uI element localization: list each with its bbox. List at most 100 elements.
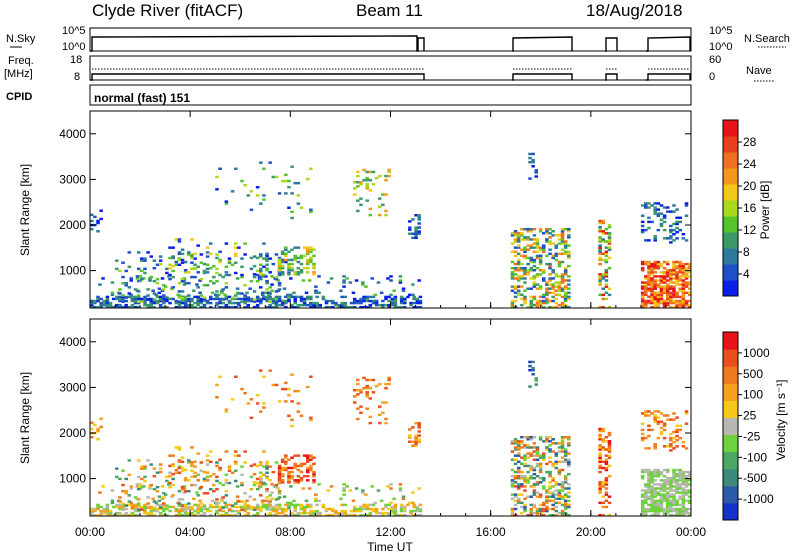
velocity-cell	[687, 483, 691, 486]
power-cell	[177, 300, 182, 303]
power-cell	[516, 244, 521, 247]
power-cell	[329, 277, 334, 280]
power-cell	[331, 299, 335, 303]
power-cell	[650, 281, 654, 284]
velocity-cell	[545, 507, 549, 511]
velocity-cell	[202, 504, 207, 507]
velocity-cell	[149, 483, 154, 487]
power-cell	[290, 295, 294, 299]
velocity-cell	[516, 466, 521, 470]
velocity-cell	[240, 473, 244, 477]
power-cell	[290, 269, 294, 272]
power-cell	[199, 297, 204, 301]
power-cell	[516, 291, 521, 295]
colorbar-swatch	[723, 349, 738, 367]
power-cell	[154, 293, 159, 297]
velocity-cell	[243, 492, 247, 495]
velocity-cell	[567, 462, 571, 466]
power-cell	[598, 275, 602, 278]
velocity-cell	[243, 509, 247, 513]
velocity-cell	[393, 509, 398, 513]
velocity-cell	[365, 503, 369, 507]
power-cell	[99, 217, 103, 221]
velocity-cell	[384, 503, 388, 507]
velocity-cell	[177, 465, 182, 468]
power-cell	[662, 291, 667, 295]
power-cell	[604, 297, 609, 301]
velocity-cell	[542, 454, 546, 457]
velocity-cell	[138, 483, 143, 486]
velocity-cell	[174, 513, 179, 516]
velocity-cell	[669, 505, 673, 509]
velocity-cell	[681, 477, 686, 480]
velocity-cell	[659, 499, 664, 503]
velocity-cell	[523, 497, 527, 500]
power-cell	[598, 219, 602, 223]
power-cell	[321, 297, 326, 301]
power-cell	[687, 299, 691, 303]
power-cell	[532, 275, 537, 278]
power-cell	[108, 301, 113, 305]
velocity-cell	[115, 503, 119, 507]
power-cell	[324, 301, 329, 305]
velocity-cell	[205, 471, 210, 474]
power-cell	[171, 275, 175, 279]
velocity-cell	[551, 507, 555, 511]
velocity-cell	[287, 479, 291, 483]
velocity-cell	[567, 464, 571, 468]
velocity-cell	[177, 498, 182, 501]
power-cell	[523, 227, 527, 231]
velocity-cell	[513, 446, 518, 449]
velocity-cell	[513, 495, 518, 498]
power-cell	[516, 277, 521, 280]
velocity-cell	[136, 487, 141, 491]
velocity-cell	[331, 513, 335, 516]
power-cell	[389, 293, 393, 297]
power-cell	[567, 291, 571, 295]
velocity-cell	[392, 497, 396, 500]
power-cell	[280, 273, 285, 276]
power-cell	[687, 303, 691, 307]
power-cell	[227, 305, 232, 308]
power-cell	[557, 252, 562, 256]
power-cell	[538, 301, 543, 305]
velocity-cell	[520, 485, 524, 488]
velocity-cell	[684, 511, 689, 515]
velocity-cell	[534, 383, 539, 386]
power-cell	[318, 303, 323, 307]
power-cell	[675, 216, 679, 220]
velocity-cell	[669, 483, 673, 486]
velocity-cell	[127, 500, 132, 503]
velocity-cell	[356, 509, 360, 513]
power-cell	[656, 285, 661, 288]
power-cell	[255, 279, 260, 283]
power-cell	[640, 305, 645, 308]
power-cell	[183, 301, 188, 305]
velocity-cell	[529, 474, 534, 478]
velocity-cell	[371, 507, 376, 511]
power-cell	[384, 213, 388, 217]
power-cell	[560, 289, 565, 292]
velocity-cell	[399, 509, 404, 513]
velocity-cell	[243, 507, 247, 511]
power-cell	[190, 253, 194, 256]
velocity-cell	[99, 505, 103, 509]
power-cell	[647, 269, 651, 272]
power-cell	[662, 214, 667, 217]
velocity-cell	[409, 509, 413, 513]
power-cell	[365, 295, 369, 299]
power-cell	[305, 297, 310, 301]
power-cell	[130, 303, 135, 307]
velocity-colorbar-label: Velocity [m s⁻¹]	[774, 379, 788, 460]
power-cell	[356, 199, 360, 202]
velocity-cell	[659, 472, 664, 476]
velocity-cell	[526, 470, 530, 474]
velocity-cell	[656, 422, 661, 425]
velocity-cell	[601, 440, 606, 443]
power-cell	[93, 301, 97, 305]
velocity-cell	[280, 479, 285, 482]
velocity-cell	[183, 511, 188, 515]
power-cell	[249, 297, 254, 301]
power-cell	[604, 258, 609, 262]
velocity-cell	[531, 373, 535, 376]
